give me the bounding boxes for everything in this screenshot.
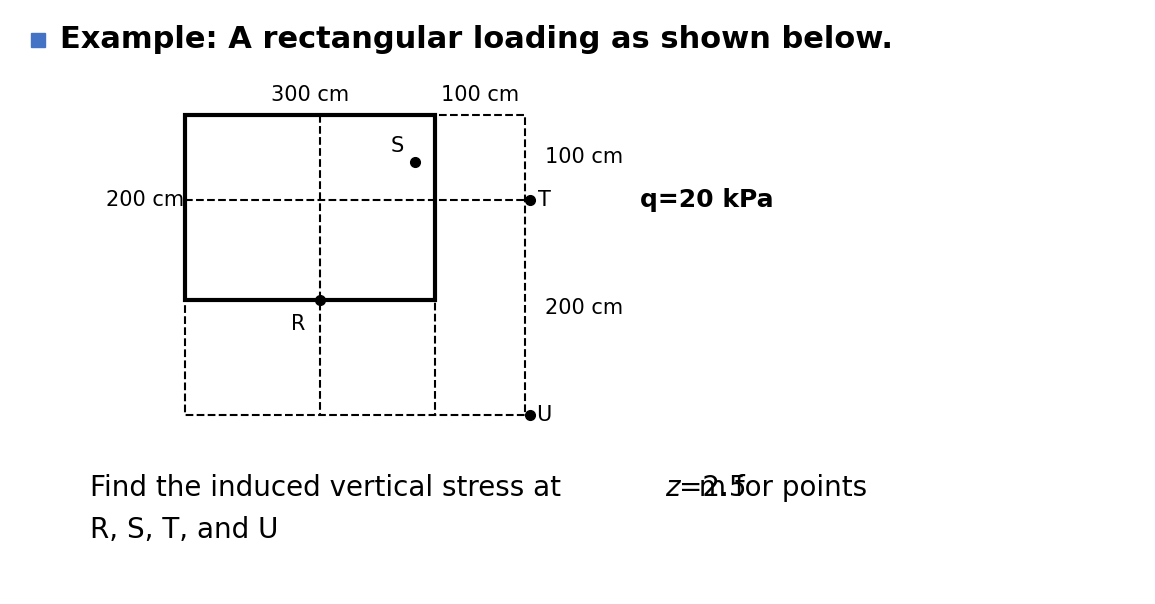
Text: m for points: m for points: [690, 474, 867, 502]
Text: q=20 kPa: q=20 kPa: [640, 188, 774, 212]
Text: 200 cm: 200 cm: [106, 190, 184, 210]
Text: T: T: [537, 190, 551, 210]
Text: Example: A rectangular loading as shown below.: Example: A rectangular loading as shown …: [60, 25, 893, 54]
Bar: [185, 115, 435, 300]
Text: 200 cm: 200 cm: [545, 298, 624, 318]
Text: =2.5: =2.5: [679, 474, 746, 502]
Text: 300 cm: 300 cm: [271, 85, 349, 105]
Text: Find the induced vertical stress at: Find the induced vertical stress at: [90, 474, 569, 502]
Text: U: U: [536, 405, 552, 425]
Text: S: S: [390, 136, 403, 156]
Bar: [185, 115, 526, 415]
Text: 100 cm: 100 cm: [441, 85, 519, 105]
Text: R, S, T, and U: R, S, T, and U: [90, 516, 278, 544]
Text: R: R: [291, 314, 305, 334]
Text: z: z: [665, 474, 679, 502]
Text: 100 cm: 100 cm: [545, 147, 624, 167]
